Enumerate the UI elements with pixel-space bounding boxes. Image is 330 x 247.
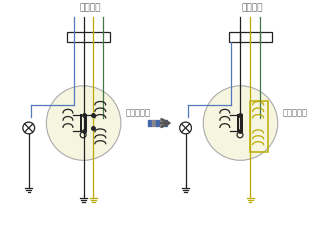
Text: 青黒黄緑: 青黒黄緑 xyxy=(242,3,263,12)
Circle shape xyxy=(203,86,278,160)
Bar xyxy=(156,120,159,126)
Bar xyxy=(164,120,167,126)
Bar xyxy=(152,120,155,126)
Bar xyxy=(67,32,110,42)
Bar xyxy=(160,120,163,126)
Text: マグネット: マグネット xyxy=(282,109,308,118)
Bar xyxy=(148,120,151,126)
Bar xyxy=(250,102,268,152)
Text: 青黒黄緑: 青黒黄緑 xyxy=(80,3,101,12)
Bar xyxy=(229,32,272,42)
Circle shape xyxy=(47,86,121,160)
Text: マグネット: マグネット xyxy=(126,109,151,118)
